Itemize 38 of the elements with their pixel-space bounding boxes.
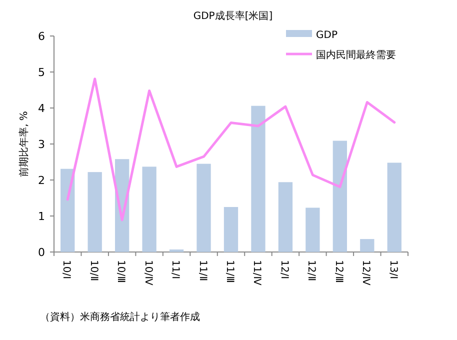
y-tick-label: 2 (38, 174, 45, 187)
x-tick-label: 12/Ⅲ (332, 260, 344, 283)
bar (306, 208, 320, 252)
y-tick-label: 0 (38, 246, 45, 259)
y-axis-title: 前期比年率, % (18, 111, 30, 177)
bar (88, 172, 102, 252)
x-tick-label: 10/Ⅲ (115, 260, 126, 283)
y-tick-label: 3 (38, 138, 45, 151)
y-tick-label: 1 (38, 210, 45, 223)
x-tick-label: 12/Ⅱ (306, 260, 317, 282)
bar (169, 249, 184, 252)
bar (387, 162, 402, 252)
y-tick-label: 6 (38, 30, 45, 43)
chart-title: GDP成長率[米国] (193, 10, 273, 22)
bar (251, 106, 266, 252)
x-tick-label: 10/Ⅳ (142, 260, 154, 286)
text: （資料）米商務省統計より筆者作成 (40, 311, 200, 323)
x-tick-label: 12/Ⅰ (278, 260, 290, 280)
x-tick-label: 10/Ⅰ (60, 260, 72, 280)
x-tick-label: 11/Ⅲ (224, 260, 235, 283)
x-tick-label: 11/Ⅳ (251, 260, 262, 286)
bar (60, 168, 75, 252)
y-tick-label: 5 (38, 66, 45, 79)
bar (332, 140, 348, 252)
bar (196, 164, 211, 252)
y-tick-label: 4 (38, 102, 45, 115)
x-tick-label: 12/Ⅳ (360, 260, 372, 286)
x-tick-label: 10/Ⅱ (88, 260, 99, 282)
legend-label: GDP (316, 30, 338, 41)
bar (278, 182, 293, 252)
bar (224, 207, 238, 252)
legend-label: 国内民間最終需要 (316, 49, 396, 61)
bar (360, 239, 374, 252)
line-series (66, 78, 396, 222)
x-tick-label: 11/Ⅱ (196, 260, 208, 282)
bar (142, 166, 156, 252)
x-tick-label: 13/Ⅰ (387, 260, 398, 280)
x-tick-label: 11/Ⅰ (170, 260, 181, 280)
